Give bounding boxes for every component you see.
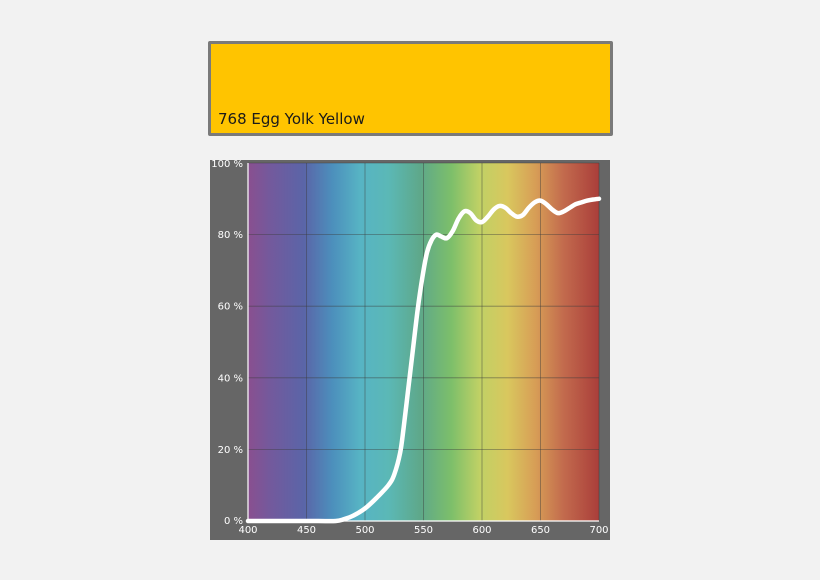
y-tick-label: 60 % <box>218 302 243 313</box>
y-tick-label: 100 % <box>211 160 243 170</box>
grid-lines <box>248 162 600 521</box>
x-tick-label: 600 <box>472 525 491 536</box>
y-tick-label: 0 % <box>224 516 243 527</box>
x-tick-label: 500 <box>355 525 374 536</box>
x-tick-label: 400 <box>238 525 257 536</box>
transmission-chart: 400 450 500 550 600 650 700 0 % 20 % 40 % 60 % 80 %… <box>210 160 610 540</box>
transmission-curve <box>245 196 602 524</box>
x-tick-label: 650 <box>531 525 550 536</box>
x-tick-label: 700 <box>589 525 608 536</box>
tick-labels: 400 450 500 550 600 650 700 0 % 20 % 40 % 60 % 80 %… <box>211 160 608 536</box>
filter-swatch: 768 Egg Yolk Yellow <box>208 41 613 136</box>
y-tick-label: 40 % <box>218 373 243 384</box>
chart-svg: 400 450 500 550 600 650 700 0 % 20 % 40 % 60 % 80 %… <box>210 160 610 540</box>
x-tick-label: 550 <box>414 525 433 536</box>
x-tick-label: 450 <box>297 525 316 536</box>
y-tick-label: 20 % <box>218 445 243 456</box>
y-tick-label: 80 % <box>218 230 243 241</box>
filter-name: 768 Egg Yolk Yellow <box>218 110 365 128</box>
